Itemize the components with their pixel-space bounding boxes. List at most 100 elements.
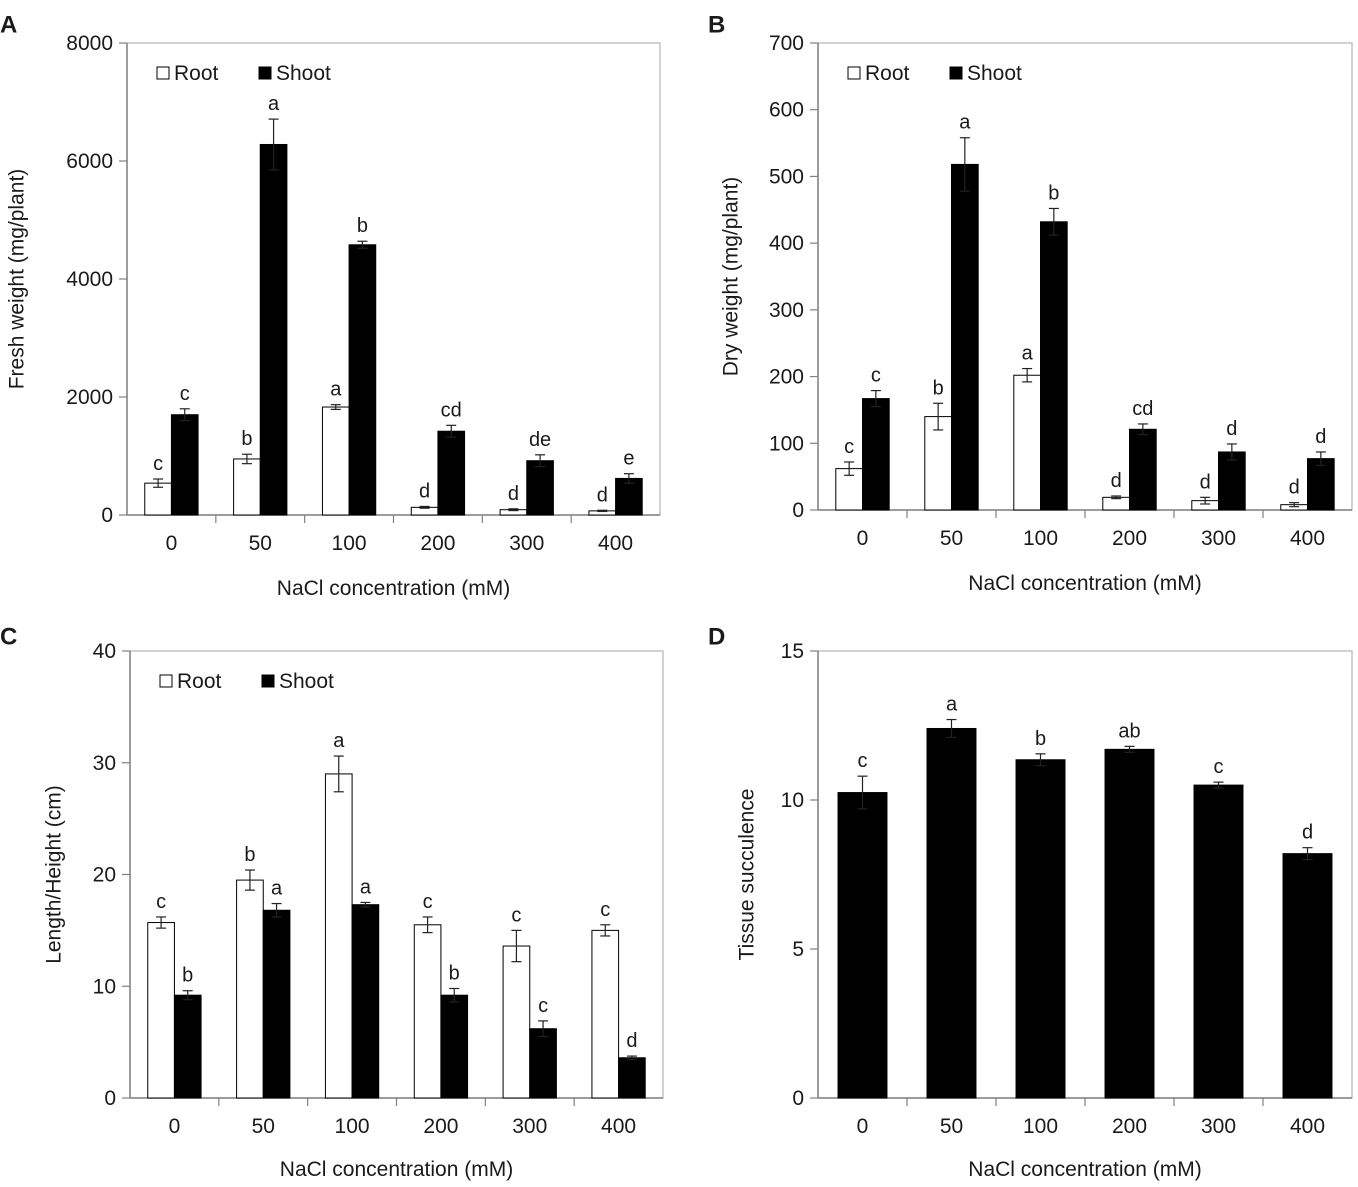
significance-label: d xyxy=(597,484,608,506)
bar-root xyxy=(413,924,442,1099)
bar-tissue-succulence xyxy=(1015,759,1066,1099)
x-tick-label: 50 xyxy=(249,532,272,555)
significance-label: d xyxy=(1200,471,1211,493)
bar-shoot xyxy=(951,163,979,511)
significance-label: d xyxy=(1226,418,1237,440)
legend-swatch-shoot xyxy=(261,674,275,688)
x-tick-label: 300 xyxy=(512,1115,547,1138)
y-tick-label: 0 xyxy=(792,1087,804,1110)
y-tick-label: 300 xyxy=(769,299,804,322)
chart-panel-b: B 0 100 200 300 400 500 600 700 0 50 100 200 300 400 c b… xyxy=(708,11,1353,595)
y-axis-title: Length/Height (cm) xyxy=(43,785,66,964)
legend-label-root: Root xyxy=(177,670,222,693)
panel-letter: A xyxy=(0,11,17,38)
legend-swatch-shoot xyxy=(949,66,963,80)
bar-tissue-succulence xyxy=(837,792,888,1099)
x-axis-title: NaCl concentration (mM) xyxy=(280,1158,513,1181)
significance-label: cd xyxy=(1132,398,1153,420)
y-tick-label: 400 xyxy=(769,232,804,255)
x-tick-label: 200 xyxy=(423,1115,458,1138)
significance-label: d xyxy=(626,1030,637,1052)
bar-tissue-succulence xyxy=(1193,784,1244,1099)
significance-label: e xyxy=(623,448,634,470)
panel-letter: C xyxy=(0,623,17,650)
bar-shoot xyxy=(1218,451,1246,511)
significance-label: d xyxy=(1315,426,1326,448)
x-tick-label: 300 xyxy=(1201,1115,1236,1138)
x-tick-label: 100 xyxy=(335,1115,370,1138)
bar-shoot xyxy=(173,994,202,1099)
x-tick-label: 400 xyxy=(1290,1115,1325,1138)
bar-root xyxy=(502,945,531,1099)
significance-label: a xyxy=(1022,343,1034,365)
y-tick-label: 20 xyxy=(93,864,116,887)
x-tick-label: 0 xyxy=(857,527,869,550)
y-tick-label: 700 xyxy=(769,32,804,55)
significance-label: d xyxy=(508,483,519,505)
significance-label: a xyxy=(333,730,345,752)
bar-tissue-succulence xyxy=(926,727,977,1099)
significance-label: c xyxy=(600,899,610,921)
panel-letter: B xyxy=(708,11,725,38)
plot-frame xyxy=(817,650,1353,1099)
significance-label: b xyxy=(1048,182,1059,204)
chart-panel-a: A 0 2000 4000 6000 8000 0 50 100 200 300 400 c b a d d d c… xyxy=(0,11,661,600)
x-tick-label: 400 xyxy=(1290,527,1325,550)
bar-root xyxy=(147,922,175,1099)
significance-label: c xyxy=(858,750,868,772)
significance-label: b xyxy=(933,377,944,399)
bar-shoot xyxy=(348,244,377,516)
x-tick-label: 100 xyxy=(1023,527,1058,550)
significance-label: d xyxy=(1111,470,1122,492)
plot-frame xyxy=(126,42,661,516)
x-tick-label: 0 xyxy=(857,1115,869,1138)
legend: Root Shoot xyxy=(159,670,334,693)
significance-label: de xyxy=(529,429,551,451)
significance-label: c xyxy=(538,995,548,1017)
bar-root xyxy=(233,458,261,516)
legend-label-shoot: Shoot xyxy=(279,670,334,693)
legend-swatch-root xyxy=(847,66,861,80)
significance-label: a xyxy=(330,379,342,401)
y-tick-label: 600 xyxy=(769,99,804,122)
legend-swatch-root xyxy=(156,66,170,80)
bar-root xyxy=(924,416,952,511)
significance-label: b xyxy=(182,965,193,987)
panel-letter: D xyxy=(708,623,725,650)
significance-label: d xyxy=(1289,477,1300,499)
bar-shoot xyxy=(862,398,890,511)
significance-label: ab xyxy=(1118,720,1140,742)
bar-root xyxy=(144,482,172,516)
x-tick-label: 50 xyxy=(940,527,963,550)
x-tick-label: 0 xyxy=(169,1115,181,1138)
x-tick-label: 400 xyxy=(598,532,633,555)
x-axis-title: NaCl concentration (mM) xyxy=(968,1158,1201,1181)
bar-tissue-succulence xyxy=(1282,853,1333,1099)
significance-label: a xyxy=(268,93,280,115)
legend-swatch-root xyxy=(159,674,173,688)
bar-root xyxy=(591,929,620,1099)
x-tick-label: 50 xyxy=(252,1115,275,1138)
significance-label: b xyxy=(1035,728,1046,750)
significance-label: c xyxy=(1214,756,1224,778)
x-tick-label: 400 xyxy=(601,1115,636,1138)
significance-label: c xyxy=(844,436,854,458)
bar-root xyxy=(324,773,353,1099)
x-tick-label: 100 xyxy=(1023,1115,1058,1138)
y-tick-label: 6000 xyxy=(66,150,113,173)
significance-label: a xyxy=(959,112,971,134)
significance-label: d xyxy=(419,480,430,502)
y-tick-label: 100 xyxy=(769,432,804,455)
significance-label: b xyxy=(449,962,460,984)
x-tick-label: 300 xyxy=(509,532,544,555)
legend-label-root: Root xyxy=(174,62,219,85)
bar-root xyxy=(1013,374,1041,511)
y-tick-label: 8000 xyxy=(66,32,113,55)
y-tick-label: 500 xyxy=(769,165,804,188)
bar-tissue-succulence xyxy=(1104,748,1155,1099)
bar-shoot xyxy=(1307,458,1335,511)
x-tick-label: 200 xyxy=(1112,1115,1147,1138)
significance-label: a xyxy=(946,694,958,716)
